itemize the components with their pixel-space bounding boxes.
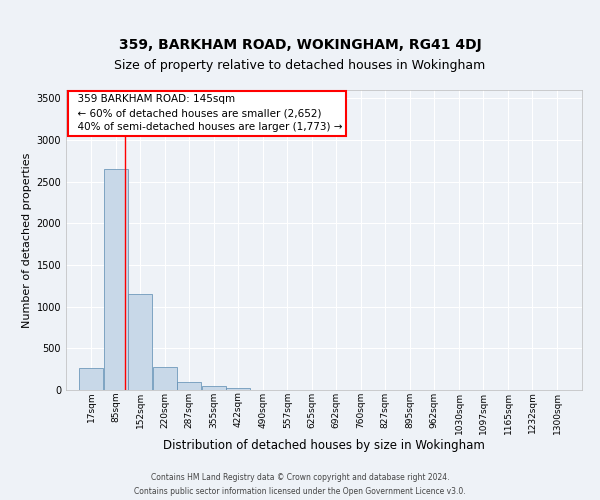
Text: 359, BARKHAM ROAD, WOKINGHAM, RG41 4DJ: 359, BARKHAM ROAD, WOKINGHAM, RG41 4DJ <box>119 38 481 52</box>
Bar <box>153 366 177 390</box>
Y-axis label: Number of detached properties: Number of detached properties <box>22 152 32 328</box>
Bar <box>104 169 128 390</box>
Text: Size of property relative to detached houses in Wokingham: Size of property relative to detached ho… <box>115 60 485 72</box>
Text: Contains HM Land Registry data © Crown copyright and database right 2024.: Contains HM Land Registry data © Crown c… <box>151 473 449 482</box>
X-axis label: Distribution of detached houses by size in Wokingham: Distribution of detached houses by size … <box>163 439 485 452</box>
Text: Contains public sector information licensed under the Open Government Licence v3: Contains public sector information licen… <box>134 486 466 496</box>
Bar <box>226 388 250 390</box>
Bar <box>178 382 201 390</box>
Bar <box>79 368 103 390</box>
Text: 359 BARKHAM ROAD: 145sqm
  ← 60% of detached houses are smaller (2,652)
  40% of: 359 BARKHAM ROAD: 145sqm ← 60% of detach… <box>71 94 343 132</box>
Bar <box>128 294 152 390</box>
Bar <box>202 386 226 390</box>
